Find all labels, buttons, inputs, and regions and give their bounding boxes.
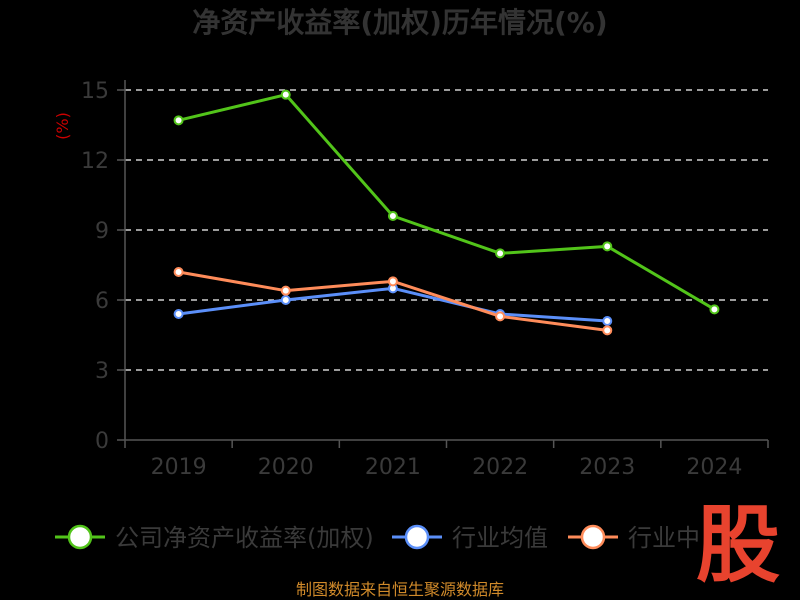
series-0-point <box>709 304 720 315</box>
y-tick-labels: 0 3 6 9 12 15 <box>81 79 109 454</box>
legend-swatch-marker <box>67 524 93 550</box>
legend-item-0[interactable]: 公司净资产收益率(加权) <box>55 524 374 552</box>
y-tick-label: 3 <box>95 359 109 384</box>
x-tick-label: 2019 <box>151 455 207 480</box>
series-1-point <box>173 309 184 319</box>
legend-label: 行业中 <box>628 524 700 552</box>
series-0-point <box>495 248 506 259</box>
series-2-point <box>280 285 291 296</box>
series-1-point <box>280 295 291 305</box>
y-axis-unit: (%) <box>53 112 72 140</box>
legend[interactable]: 公司净资产收益率(加权) 行业均值 行业中 <box>55 524 700 552</box>
grid-lines <box>125 89 768 371</box>
legend-item-2[interactable]: 行业中 <box>568 524 700 552</box>
y-tick-label: 15 <box>81 79 109 104</box>
x-tick-label: 2022 <box>472 455 528 480</box>
axes <box>117 80 769 448</box>
x-tick-label: 2024 <box>686 455 742 480</box>
legend-swatch-marker <box>580 524 606 550</box>
x-tick-labels: 2019 2020 2021 2022 2023 2024 <box>151 455 743 480</box>
x-tick-label: 2020 <box>258 455 314 480</box>
series-0-point <box>602 241 613 252</box>
source-note: 制图数据来自恒生聚源数据库 <box>296 580 504 599</box>
series-2-point <box>495 311 506 322</box>
chart-title: 净资产收益率(加权)历年情况(%) <box>192 6 607 39</box>
series-0-point <box>280 89 291 100</box>
series-2-point <box>173 267 184 277</box>
series-line-0 <box>178 93 716 311</box>
legend-label: 公司净资产收益率(加权) <box>115 524 374 552</box>
series-0-point <box>173 115 184 126</box>
watermark-logo: 股 <box>696 496 780 594</box>
legend-item-1[interactable]: 行业均值 <box>392 524 548 552</box>
y-tick-label: 0 <box>95 429 109 454</box>
series-1-point <box>602 316 613 326</box>
y-tick-label: 6 <box>95 289 109 314</box>
series-2-point <box>602 325 613 336</box>
series-0-point <box>387 211 398 221</box>
legend-label: 行业均值 <box>452 524 548 552</box>
x-tick-label: 2023 <box>579 455 635 480</box>
x-tick-label: 2021 <box>365 455 421 480</box>
legend-swatch-marker <box>404 524 430 550</box>
series-2-point <box>387 276 398 287</box>
y-tick-label: 9 <box>95 219 109 244</box>
y-tick-label: 12 <box>81 149 109 174</box>
series-group <box>173 89 720 336</box>
